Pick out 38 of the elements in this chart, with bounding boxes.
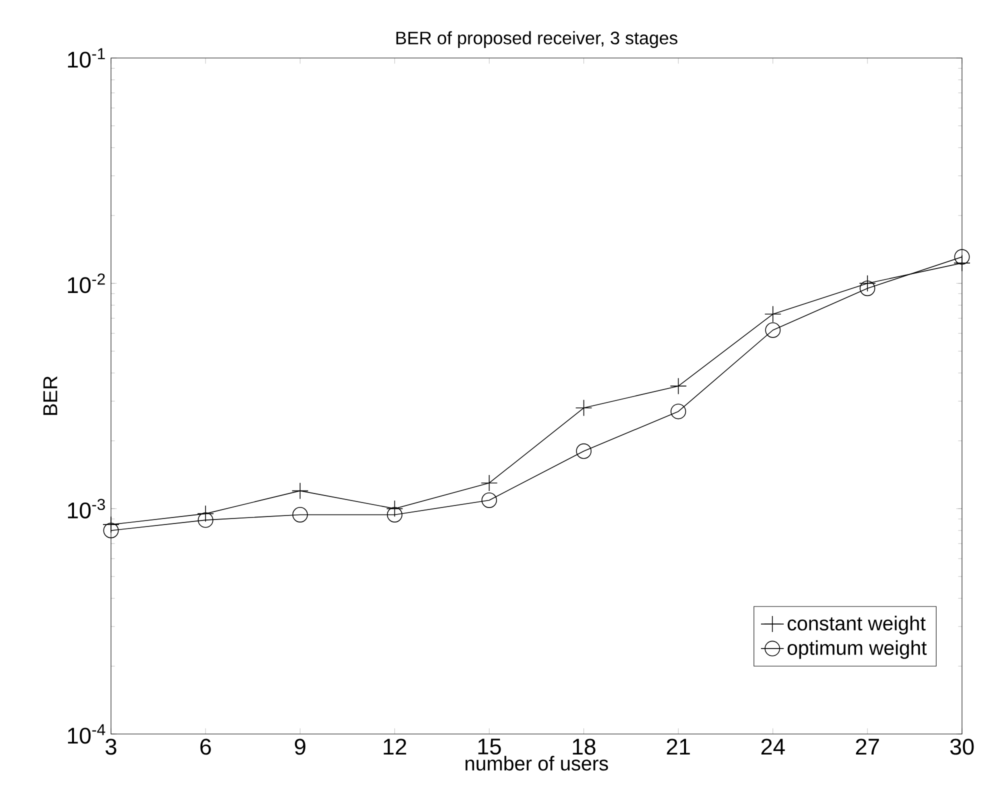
point (292, 506, 308, 522)
point (859, 274, 876, 292)
y-axis-title: BER (43, 376, 58, 415)
point (860, 280, 876, 296)
point (670, 404, 686, 420)
point (765, 322, 781, 338)
x-axis-title: number of users (466, 756, 608, 771)
x-tick-label: 24 (761, 738, 785, 755)
chart-title: BER of proposed receiver, 3 stages (396, 31, 678, 48)
legend-label: constant weight (788, 616, 926, 634)
point (480, 474, 498, 492)
x-tick-label: 9 (294, 738, 306, 755)
y-tick-label: 10$^{-1}$ (68, 48, 105, 68)
x-tick-label: 30 (950, 738, 974, 755)
point (576, 443, 592, 459)
point (954, 249, 970, 265)
y-tick-label: 10$^{-4}$ (68, 724, 106, 744)
x-tick-label: 18 (572, 738, 596, 755)
point (670, 378, 687, 394)
y-tick-label: 10$^{-3}$ (68, 498, 105, 518)
point (197, 505, 214, 522)
point (386, 500, 404, 518)
point (198, 512, 214, 528)
x-tick-label: 15 (478, 738, 501, 755)
point (954, 254, 970, 272)
point (575, 400, 592, 416)
x-tick-label: 12 (384, 738, 406, 755)
x-tick-label: 27 (856, 738, 879, 755)
point (764, 306, 782, 323)
point (481, 492, 497, 508)
x-tick-label: 6 (200, 738, 211, 755)
y-tick-label: 10$^{-2}$ (68, 273, 105, 294)
x-tick-label: 21 (666, 738, 690, 755)
point (292, 482, 309, 500)
point (386, 506, 402, 522)
point (103, 522, 119, 538)
x-tick-label: 3 (106, 738, 116, 755)
legend-label: optimum weight (788, 640, 927, 659)
